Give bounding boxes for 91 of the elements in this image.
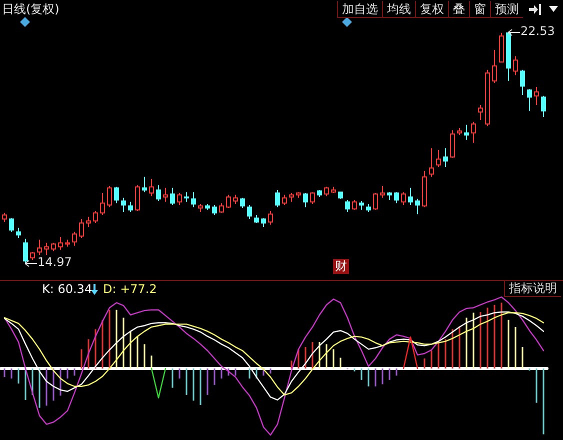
candlestick bbox=[310, 192, 315, 205]
candlestick bbox=[527, 88, 532, 112]
text: 均线 bbox=[382, 1, 415, 17]
candlestick bbox=[135, 184, 140, 212]
text: 预测 bbox=[490, 1, 523, 17]
candlestick bbox=[86, 216, 91, 228]
annotation: 财 bbox=[333, 259, 349, 274]
candlestick bbox=[534, 86, 539, 106]
candlestick bbox=[464, 124, 469, 140]
candlestick bbox=[324, 186, 329, 197]
candlestick bbox=[422, 170, 427, 208]
candlestick bbox=[2, 212, 7, 223]
candlestick bbox=[394, 192, 399, 204]
annotation: 22.53 bbox=[520, 24, 555, 39]
candlestick bbox=[37, 239, 42, 256]
candlestick bbox=[23, 238, 28, 264]
candlestick bbox=[142, 176, 147, 193]
candlestick bbox=[499, 32, 504, 62]
candlestick bbox=[233, 194, 238, 205]
text: 复权 bbox=[415, 1, 448, 17]
candlestick bbox=[457, 127, 462, 136]
candlestick bbox=[303, 192, 308, 208]
candlestick bbox=[436, 149, 441, 168]
candlestick bbox=[268, 210, 273, 226]
candlestick bbox=[282, 194, 287, 206]
candlestick bbox=[9, 218, 14, 232]
candlestick bbox=[331, 186, 336, 194]
candlestick bbox=[107, 186, 112, 208]
candlestick bbox=[352, 200, 357, 210]
candlestick bbox=[65, 239, 70, 248]
candlestick bbox=[296, 192, 301, 198]
candlestick bbox=[114, 186, 119, 204]
candlestick bbox=[387, 192, 392, 201]
text: 叠 bbox=[448, 1, 469, 17]
candlestick bbox=[261, 218, 266, 228]
candlestick bbox=[163, 187, 168, 202]
annotation: 14.97 bbox=[38, 255, 72, 270]
candlestick bbox=[44, 242, 49, 256]
candlestick bbox=[443, 148, 448, 168]
candlestick bbox=[415, 198, 420, 215]
text: 指标说明 bbox=[504, 281, 561, 297]
candlestick bbox=[520, 69, 525, 96]
candlestick bbox=[506, 32, 511, 82]
candlestick bbox=[450, 130, 455, 158]
candlestick bbox=[177, 192, 182, 206]
candlestick bbox=[100, 192, 105, 216]
candlestick bbox=[156, 184, 161, 202]
candlestick bbox=[121, 197, 126, 212]
candlestick bbox=[359, 200, 364, 210]
candlestick bbox=[226, 194, 231, 208]
candlestick bbox=[128, 201, 133, 212]
candlestick bbox=[471, 121, 476, 144]
candlestick bbox=[289, 192, 294, 202]
candlestick bbox=[345, 200, 350, 212]
candlestick bbox=[541, 95, 546, 118]
candlestick bbox=[254, 214, 259, 224]
candlestick bbox=[492, 50, 497, 84]
candlestick bbox=[317, 189, 322, 198]
candlestick bbox=[191, 192, 196, 208]
candlestick bbox=[338, 192, 343, 200]
text: 加自选 bbox=[337, 1, 382, 17]
candlestick bbox=[373, 192, 378, 210]
candlestick bbox=[198, 204, 203, 212]
candlestick bbox=[478, 104, 483, 120]
candlestick bbox=[219, 202, 224, 214]
candlestick bbox=[93, 210, 98, 224]
candlestick bbox=[429, 148, 434, 178]
candlestick bbox=[401, 192, 406, 206]
chart-title: 日线(复权) bbox=[2, 2, 60, 17]
candlestick bbox=[485, 69, 490, 127]
candlestick bbox=[366, 204, 371, 212]
candlestick bbox=[184, 192, 189, 202]
candlestick bbox=[170, 187, 175, 206]
candlestick bbox=[16, 227, 21, 238]
text: 窗 bbox=[469, 1, 490, 17]
candlestick bbox=[30, 252, 35, 260]
candlestick bbox=[380, 186, 385, 198]
candlestick bbox=[513, 56, 518, 76]
candlestick bbox=[149, 178, 154, 197]
candlestick bbox=[247, 204, 252, 220]
candlestick bbox=[51, 242, 56, 252]
candlestick bbox=[58, 236, 63, 250]
candlestick bbox=[408, 187, 413, 206]
candlestick bbox=[79, 218, 84, 238]
candlestick bbox=[212, 204, 217, 216]
candlestick bbox=[275, 189, 280, 208]
text: D: +77.2 bbox=[103, 282, 157, 297]
candlestick bbox=[240, 197, 245, 208]
candlestick bbox=[205, 204, 210, 210]
candlestick bbox=[72, 231, 77, 246]
text: K: 60.34 bbox=[42, 282, 92, 297]
